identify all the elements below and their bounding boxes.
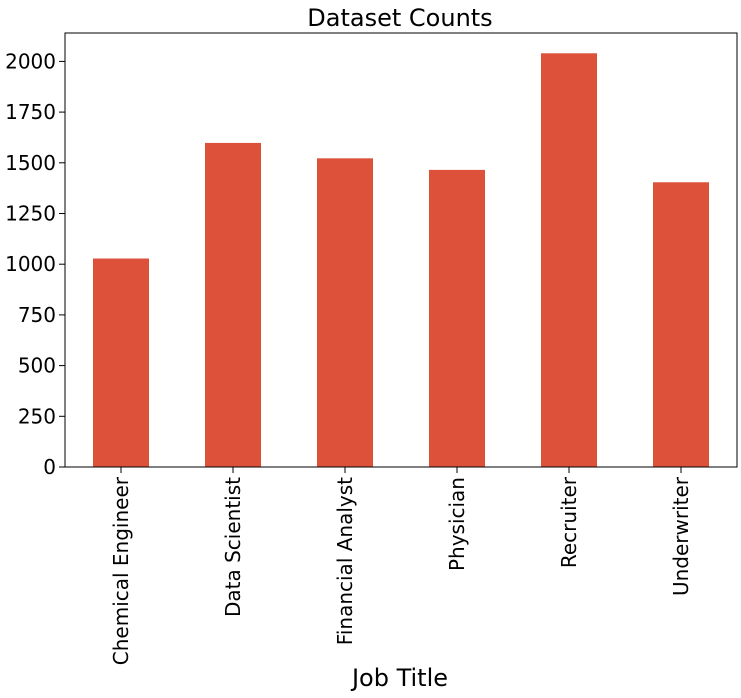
y-tick-label: 1750 — [5, 100, 56, 124]
y-tick-label: 1000 — [5, 252, 56, 276]
bar-data-scientist — [205, 142, 261, 468]
bar-financial-analyst — [317, 158, 373, 467]
chart-title: Dataset Counts — [307, 4, 492, 32]
bar-underwriter — [653, 182, 709, 467]
x-tick-label: Underwriter — [669, 476, 693, 596]
plot-frame — [64, 32, 738, 468]
y-tick-label: 500 — [18, 354, 56, 378]
x-tick-label: Data Scientist — [221, 477, 245, 617]
x-axis: Chemical Engineer Data Scientist Financial… — [109, 467, 693, 665]
bar-physician — [429, 169, 485, 467]
y-tick-label: 0 — [43, 455, 56, 479]
x-tick-label: Chemical Engineer — [109, 476, 133, 665]
bar-recruiter — [541, 53, 597, 468]
x-tick-label: Financial Analyst — [333, 477, 357, 645]
y-tick-label: 1500 — [5, 151, 56, 175]
y-tick-label: 250 — [18, 404, 56, 428]
x-tick-label: Recruiter — [557, 476, 581, 568]
y-tick-label: 2000 — [5, 49, 56, 73]
y-axis: 0 250 500 750 1000 1250 1500 1750 2000 — [5, 49, 65, 479]
y-tick-label: 750 — [18, 303, 56, 327]
bar-chemical-engineer — [93, 258, 149, 467]
x-axis-label: Job Title — [350, 664, 448, 692]
bars-group — [93, 53, 709, 468]
y-tick-label: 1250 — [5, 201, 56, 225]
x-tick-label: Physician — [445, 477, 469, 571]
